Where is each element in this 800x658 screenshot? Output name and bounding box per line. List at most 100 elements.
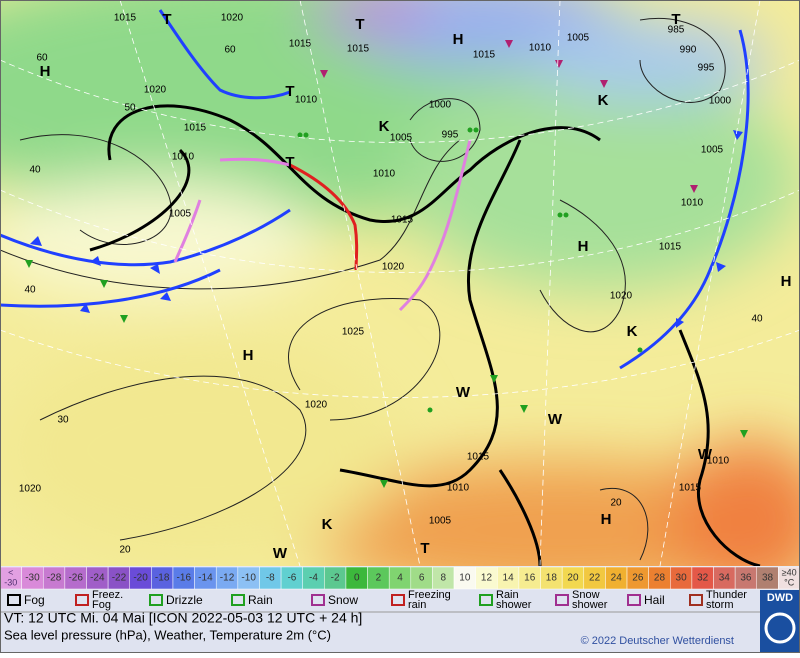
fronts	[0, 9, 750, 370]
isobar-label: 1010	[681, 198, 704, 209]
pressure-center: K	[379, 118, 390, 135]
isobar-label: 995	[698, 63, 715, 74]
pressure-center: H	[781, 273, 792, 290]
isobar-label: 1020	[144, 85, 167, 96]
legend-label: Freez.	[92, 589, 123, 601]
isobar-label: 1010	[707, 456, 730, 467]
scale-label: -30	[25, 573, 40, 584]
isobar-label: 1015	[289, 39, 312, 50]
pressure-center: H	[40, 63, 51, 80]
scale-label: 34	[719, 573, 731, 584]
legend-label: Rain	[248, 593, 273, 607]
isobar-label: 1000	[429, 100, 452, 111]
scale-label: -24	[90, 573, 105, 584]
scale-label: ≥40	[782, 567, 797, 577]
isobar-label: 1015	[184, 123, 207, 134]
pressure-center: T	[671, 11, 680, 28]
isobar-label: 1005	[567, 33, 590, 44]
legend-icon	[231, 594, 245, 606]
scale-label: 20	[567, 573, 579, 584]
legend-label: Snow	[328, 593, 358, 607]
subtitle: Sea level pressure (hPa), Weather, Tempe…	[4, 627, 331, 642]
legend-label: Hail	[644, 593, 665, 607]
copyright: © 2022 Deutscher Wetterdienst	[581, 635, 734, 647]
isobar-label: 1005	[169, 209, 192, 220]
pressure-center: H	[243, 347, 254, 364]
legend-label: Snow	[572, 589, 600, 601]
pressure-center: H	[578, 238, 589, 255]
isobars	[0, 18, 726, 561]
scale-label: -18	[155, 573, 170, 584]
isobar-label: 1005	[390, 133, 413, 144]
scale-label: -6	[287, 573, 296, 584]
isobar-label: 1015	[114, 13, 137, 24]
pressure-center: T	[285, 154, 294, 171]
legend-label: Freezing	[408, 589, 451, 601]
pressure-center: K	[598, 92, 609, 109]
legend-icon	[7, 594, 21, 606]
legend-label: Drizzle	[166, 593, 203, 607]
graticule	[0, 0, 800, 566]
isobar-label: 1015	[679, 483, 702, 494]
logo-text: DWD	[767, 592, 793, 604]
scale-label: -8	[266, 573, 275, 584]
weather-symbols	[25, 127, 748, 488]
scale-label: -22	[112, 573, 127, 584]
isobar-label: 985	[668, 25, 685, 36]
scale-label: 14	[503, 573, 515, 584]
scale-label: -14	[198, 573, 213, 584]
scale-label: °C	[784, 577, 795, 587]
legend-label: Thunder	[706, 589, 747, 601]
scale-label: 6	[419, 573, 425, 584]
pressure-center: W	[548, 411, 563, 428]
scale-label: -4	[309, 573, 318, 584]
isobar-label: 1010	[529, 43, 552, 54]
isobar-label: 1020	[305, 400, 328, 411]
scale-label: 2	[376, 573, 382, 584]
legend-label: Rain	[496, 589, 519, 601]
isobar-label: 50	[124, 103, 136, 114]
scale-label: -2	[331, 573, 340, 584]
pressure-center: W	[456, 384, 471, 401]
scale-label: -16	[177, 573, 192, 584]
isobar-label: 1015	[391, 215, 414, 226]
pressure-center: W	[273, 545, 288, 562]
scale-label: 16	[524, 573, 536, 584]
isobar-label: 1010	[172, 152, 195, 163]
isobar-label: 40	[751, 314, 763, 325]
pressure-center: K	[627, 323, 638, 340]
pressure-center: T	[285, 83, 294, 100]
legend-icon	[311, 594, 325, 606]
isobar-label: 990	[680, 45, 697, 56]
isobar-label: 1010	[295, 95, 318, 106]
isobar-label: 1020	[19, 484, 42, 495]
legend-icon	[75, 594, 89, 606]
scale-label: 30	[676, 573, 688, 584]
scale-label: 0	[354, 573, 360, 584]
scale-label: -20	[133, 573, 148, 584]
isobar-label: 1020	[382, 262, 405, 273]
legend-icon	[689, 594, 703, 606]
isobar-label: 40	[29, 165, 41, 176]
legend-label: rain	[408, 599, 426, 611]
pressure-center: T	[420, 540, 429, 557]
snow-symbols	[320, 40, 698, 193]
scale-label: -30	[4, 577, 17, 587]
isobar-label: 1005	[429, 516, 452, 527]
isobar-label: 1015	[659, 242, 682, 253]
isobar-label: 1005	[701, 145, 724, 156]
isobar-label: 995	[442, 130, 459, 141]
pressure-center: T	[355, 16, 364, 33]
legend-icon	[555, 594, 569, 606]
map: 1015 1020T6060H1020501015101040100540T101…	[0, 0, 800, 566]
isobar-label: 1000	[709, 96, 732, 107]
scale-label: 10	[459, 573, 471, 584]
isobar-label: 1010	[373, 169, 396, 180]
isobar-label: 60	[224, 45, 236, 56]
scale-label: 38	[762, 573, 774, 584]
legend-label: shower	[496, 599, 532, 611]
scale-label: 22	[589, 573, 601, 584]
scale-label: -10	[241, 573, 256, 584]
legend-label: Fog	[24, 593, 45, 607]
